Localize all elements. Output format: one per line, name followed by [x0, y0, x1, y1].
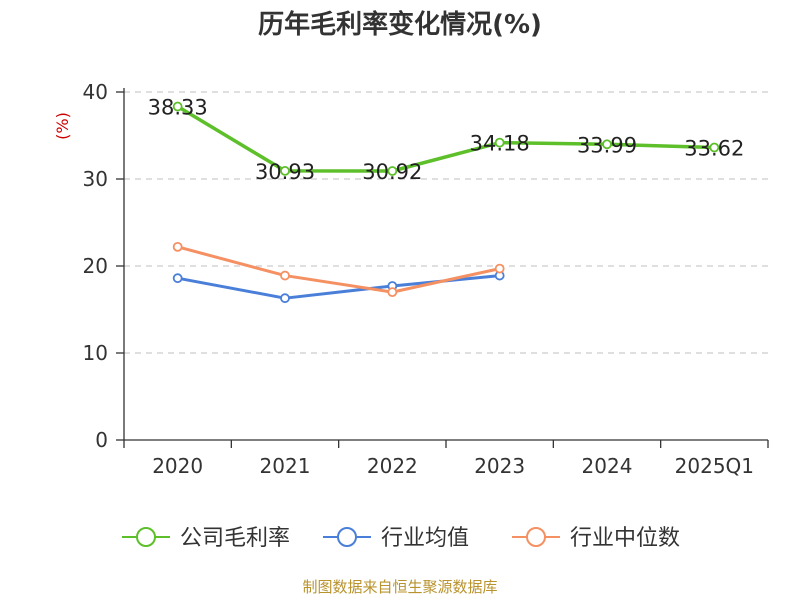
- gridlines: [124, 91, 768, 354]
- series-line: [175, 104, 717, 173]
- data-point: [387, 166, 398, 176]
- legend-marker: [337, 527, 357, 547]
- y-tick-label: 20: [83, 254, 108, 278]
- y-tick-label: 10: [83, 341, 108, 365]
- data-point: [172, 101, 183, 112]
- data-point: [709, 142, 720, 153]
- y-axis-label: (%): [53, 112, 72, 140]
- x-tick-label: 2023: [474, 454, 525, 478]
- data-point: [172, 273, 183, 284]
- data-label: 30.92: [362, 160, 422, 184]
- legend-label: 行业中位数: [570, 526, 680, 551]
- axes: [116, 88, 769, 448]
- data-label: 38.33: [148, 96, 208, 120]
- series-line: [176, 245, 502, 294]
- x-tick-label: 2020: [152, 454, 203, 478]
- data-point: [494, 263, 505, 274]
- y-tick-label: 0: [95, 428, 108, 452]
- data-point: [280, 293, 290, 304]
- data-label: 33.99: [577, 133, 637, 157]
- x-tick-label: 2025Q1: [675, 454, 754, 478]
- y-tick-label: 30: [83, 167, 108, 191]
- x-tick-label: 2022: [367, 454, 418, 478]
- data-point: [280, 166, 290, 176]
- y-tick-label: 40: [83, 80, 108, 104]
- legend-marker: [526, 527, 546, 547]
- legend-label: 公司毛利率: [180, 526, 290, 551]
- data-point: [494, 137, 505, 148]
- legend: 公司毛利率 行业均值 行业中位数: [122, 526, 680, 551]
- data-label: 34.18: [470, 132, 530, 156]
- legend-label: 行业均值: [381, 526, 469, 551]
- x-tick-label: 2021: [260, 454, 311, 478]
- data-point: [172, 241, 183, 252]
- data-label: 30.93: [255, 160, 315, 184]
- data-point: [387, 287, 398, 298]
- data-point: [602, 139, 612, 150]
- data-point: [280, 270, 290, 281]
- data-label: 33.62: [684, 137, 744, 161]
- legend-marker: [136, 527, 156, 547]
- series-group: [172, 101, 720, 304]
- data-labels: 38.33 30.93 30.92 34.18 33.99 33.62: [148, 96, 745, 184]
- x-tick-label: 2024: [582, 454, 633, 478]
- x-tick-labels: 2020 2021 2022 2023 2024 2025Q1: [152, 454, 754, 478]
- chart-title: 历年毛利率变化情况(%): [258, 9, 542, 40]
- y-tick-labels: 0 10 20 30 40: [83, 80, 108, 452]
- source-note: 制图数据来自恒生聚源数据库: [302, 578, 497, 596]
